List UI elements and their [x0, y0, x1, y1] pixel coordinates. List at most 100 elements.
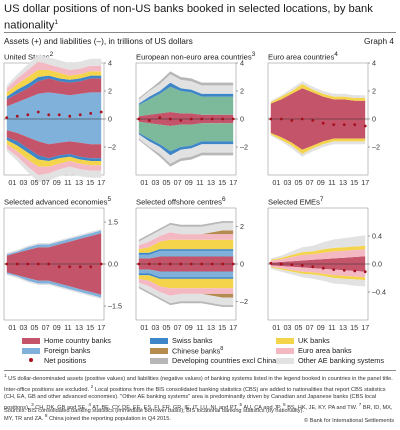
x-tick-label: 17 — [97, 178, 105, 187]
net-position-point — [342, 123, 346, 126]
footnotes: 1 US dollar-denominated assets (positive… — [4, 373, 393, 422]
area-euro-area-banks-pos — [6, 61, 102, 93]
area-swiss-banks-pos — [138, 249, 234, 255]
net-position-point — [57, 113, 61, 117]
area-other-ae-banking-systems-neg — [270, 134, 366, 157]
net-position-point — [290, 119, 294, 122]
panel-title-emes: Selected EMEs7 — [268, 196, 324, 207]
net-position-point — [158, 116, 162, 119]
net-position-point — [269, 261, 273, 265]
panel-title-united-states: United States2 — [4, 51, 54, 62]
y-tick-label: –2 — [372, 143, 380, 152]
x-tick-label: 09 — [185, 178, 193, 187]
net-position-point — [311, 265, 315, 269]
x-tick-label: 07 — [174, 178, 182, 187]
y-tick-label: 0 — [240, 115, 244, 124]
area-euro-area-banks-pos — [138, 86, 234, 117]
area-uk-banks-pos — [6, 70, 102, 97]
net-position-point — [231, 117, 235, 121]
area-chinese-banks-neg — [138, 282, 234, 298]
area-developing-countries-excl-china-neg — [138, 286, 234, 307]
net-position-point — [279, 117, 283, 121]
x-tick-label: 03 — [151, 178, 159, 187]
y-tick-label: 4 — [372, 59, 376, 68]
net-position-point — [68, 265, 72, 269]
area-euro-area-banks-neg — [138, 278, 234, 296]
x-tick-label: 13 — [207, 323, 215, 332]
area-home-country-banks-pos — [6, 78, 102, 107]
net-position-point — [200, 262, 204, 266]
panel-title-european-non-euro: European non-euro area countries3 — [136, 51, 256, 62]
area-home-country-banks-neg — [138, 264, 234, 272]
legend-swatch-euro — [276, 348, 294, 354]
legend-label-swiss: Swiss banks — [172, 336, 213, 345]
area-uk-banks-pos — [138, 239, 234, 253]
x-tick-label: 17 — [361, 178, 369, 187]
area-other-ae-banking-systems-pos — [270, 235, 366, 260]
x-tick-label: 07 — [306, 178, 314, 187]
x-tick-label: 15 — [350, 178, 358, 187]
area-other-ae-banking-systems-neg — [138, 134, 234, 164]
legend-label-other: Other AE banking systems — [298, 356, 384, 365]
net-position-point — [342, 268, 346, 272]
y-tick-label: –1.5 — [108, 302, 122, 311]
y-tick-label: 0 — [240, 260, 244, 269]
area-home-country-banks-pos — [270, 88, 366, 119]
net-position-point — [179, 262, 183, 266]
legend: Home country banks Foreign banks Net pos… — [0, 333, 400, 369]
chart-title: US dollar positions of non-US banks book… — [4, 3, 373, 32]
x-tick-label: 03 — [283, 323, 291, 332]
area-home-country-banks-neg — [270, 264, 366, 272]
x-tick-label: 15 — [86, 323, 94, 332]
net-position-point — [168, 117, 172, 121]
area-other-ae-banking-systems-neg — [270, 267, 366, 287]
legend-label-foreign: Foreign banks — [44, 346, 91, 355]
x-tick-label: 05 — [163, 323, 171, 332]
area-home-country-banks-pos — [270, 256, 366, 264]
legend-label-net: Net positions — [44, 356, 87, 365]
area-foreign-banks-pos — [6, 230, 102, 256]
x-tick-label: 17 — [361, 323, 369, 332]
x-tick-label: 09 — [53, 178, 61, 187]
y-tick-label: 0.0 — [372, 260, 382, 269]
y-tick-label: –2 — [240, 143, 248, 152]
panel-title-euro-area: Euro area countries4 — [268, 51, 338, 62]
area-foreign-banks-pos — [138, 250, 234, 259]
legend-label-uk: UK banks — [298, 336, 330, 345]
x-tick-label: 09 — [53, 323, 61, 332]
legend-label-home: Home country banks — [44, 336, 111, 345]
net-position-point — [168, 262, 172, 266]
area-home-country-banks-neg — [138, 119, 234, 126]
area-developing-countries-excl-china-pos — [138, 71, 234, 100]
area-chinese-banks-pos — [138, 230, 234, 246]
area-swiss-banks-neg — [138, 273, 234, 279]
area-other-ae-banking-systems-neg — [6, 273, 102, 299]
legend-swatch-home — [22, 338, 40, 344]
title-divider — [4, 32, 396, 33]
area-uk-banks-pos — [270, 245, 366, 261]
net-position-point — [363, 270, 367, 274]
legend-swatch-developing — [150, 358, 168, 364]
net-position-point — [221, 262, 225, 266]
area-euro-area-banks-neg — [6, 144, 102, 175]
x-tick-label: 13 — [339, 323, 347, 332]
net-position-point — [269, 117, 273, 121]
x-tick-label: 01 — [8, 178, 16, 187]
x-tick-label: 03 — [19, 178, 27, 187]
x-tick-label: 11 — [64, 178, 71, 187]
copyright: © Bank for International Settlements — [304, 418, 394, 424]
x-tick-label: 07 — [42, 323, 50, 332]
y-tick-label: 2 — [108, 87, 112, 96]
x-tick-label: 13 — [75, 323, 83, 332]
x-tick-label: 15 — [350, 323, 358, 332]
net-position-point — [189, 262, 193, 266]
net-position-point — [36, 262, 40, 266]
y-tick-label: 4 — [240, 59, 244, 68]
x-tick-label: 03 — [283, 178, 291, 187]
x-tick-label: 07 — [306, 323, 314, 332]
area-uk-banks-neg — [270, 266, 366, 281]
y-tick-label: 2 — [240, 222, 244, 231]
area-uk-banks-neg — [270, 133, 366, 154]
x-tick-label: 09 — [317, 323, 325, 332]
